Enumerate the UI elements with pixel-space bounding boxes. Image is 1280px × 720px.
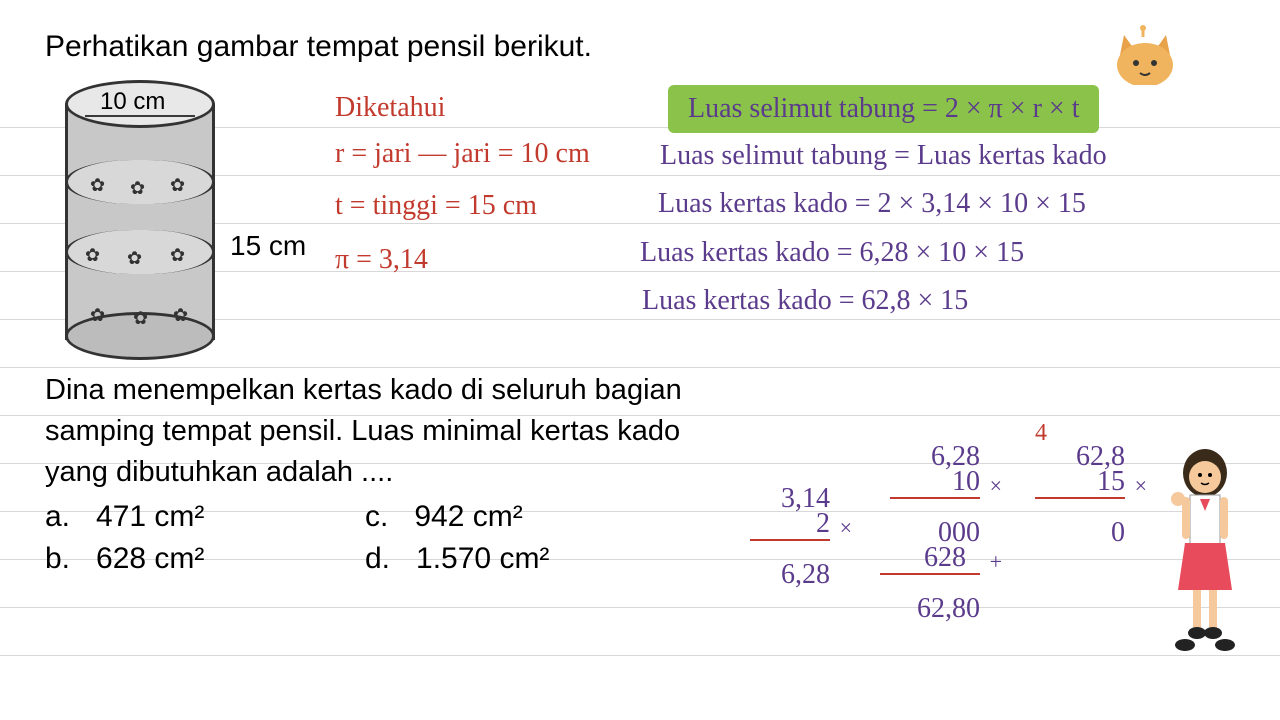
calc-2: 6,28 × 10 000 + 628 62,80 — [870, 438, 980, 628]
calc-3: 62,8 × 15 0 — [1015, 438, 1125, 552]
option-b-text: 628 cm² — [96, 542, 204, 576]
girl-mascot-icon — [1160, 445, 1250, 665]
given-t: t = tinggi = 15 cm — [335, 190, 537, 222]
work-line-2: Luas kertas kado = 2 × 3,14 × 10 × 15 — [658, 188, 1086, 220]
option-b-letter: b. — [45, 542, 70, 576]
cylinder-figure: 10 cm — [55, 80, 225, 360]
option-a-letter: a. — [45, 500, 70, 534]
page-title: Perhatikan gambar tempat pensil berikut. — [45, 30, 592, 64]
feet-icon — [1170, 635, 1240, 655]
cat-mascot-icon — [1110, 25, 1180, 85]
options: a. 471 cm² c. 942 cm² b. 628 cm² d. 1.57… — [45, 500, 685, 576]
given-heading: Diketahui — [335, 92, 445, 124]
option-d-letter: d. — [365, 542, 390, 576]
question-text: Dina menempelkan kertas kado di seluruh … — [45, 370, 745, 493]
work-line-4: Luas kertas kado = 62,8 × 15 — [642, 285, 968, 317]
work-line-3: Luas kertas kado = 6,28 × 10 × 15 — [640, 237, 1024, 269]
given-r: r = jari — jari = 10 cm — [335, 138, 590, 170]
option-d: d. 1.570 cm² — [365, 542, 685, 576]
option-d-text: 1.570 cm² — [416, 542, 549, 576]
calc-1: 3,14 × 2 6,28 — [750, 480, 830, 594]
option-c-letter: c. — [365, 500, 388, 534]
option-a-text: 471 cm² — [96, 500, 204, 534]
given-pi: π = 3,14 — [335, 244, 428, 276]
option-c-text: 942 cm² — [414, 500, 522, 534]
option-b: b. 628 cm² — [45, 542, 365, 576]
work-line-1: Luas selimut tabung = Luas kertas kado — [660, 140, 1107, 172]
formula-box: Luas selimut tabung = 2 × π × r × t — [668, 85, 1099, 133]
option-a: a. 471 cm² — [45, 500, 365, 534]
option-c: c. 942 cm² — [365, 500, 685, 534]
height-label: 15 cm — [230, 230, 306, 262]
